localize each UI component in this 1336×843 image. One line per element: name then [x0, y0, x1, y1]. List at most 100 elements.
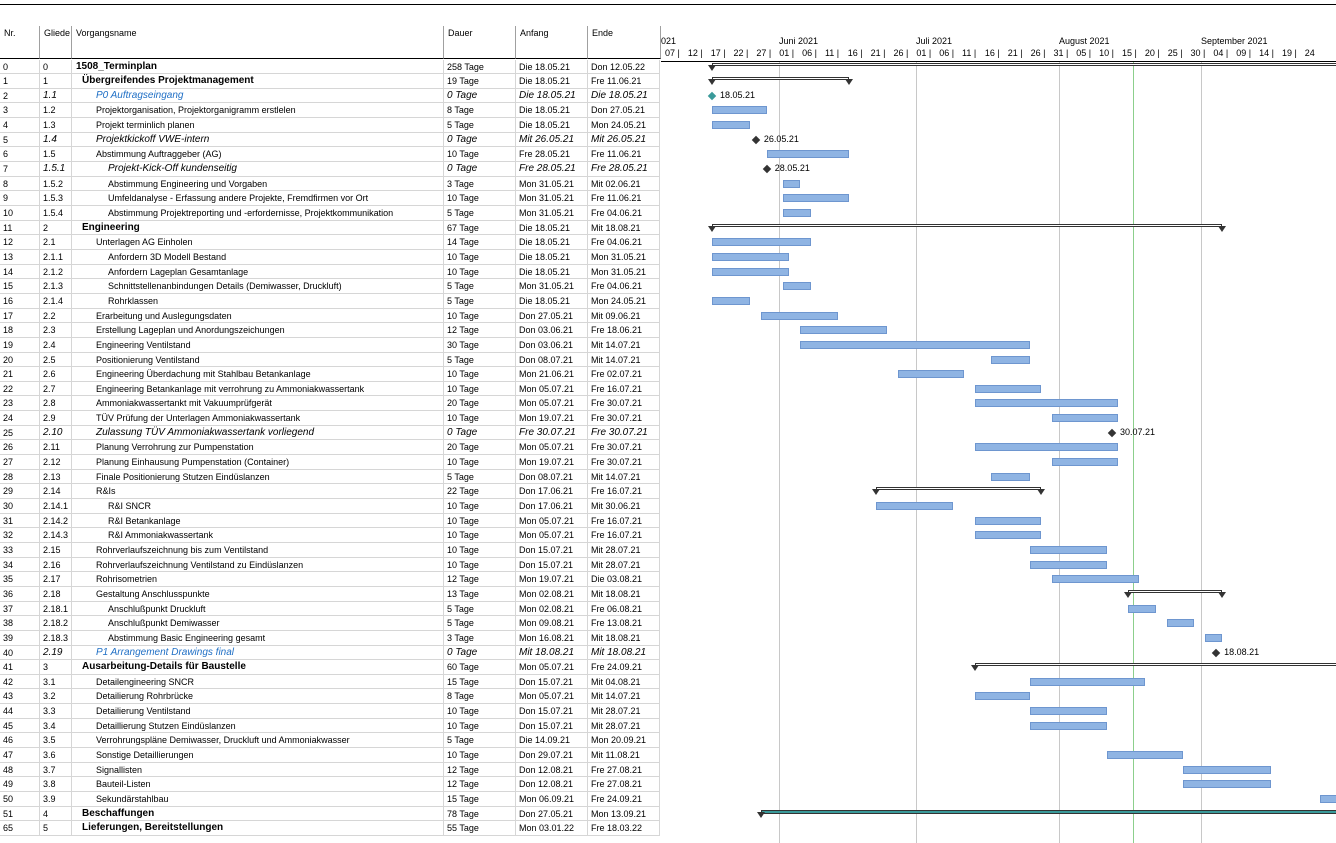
table-row[interactable]: 25 2.10 Zulassung TÜV Ammoniakwassertank v… [0, 425, 660, 441]
table-row[interactable]: 48 3.7 Signallisten 12 Tage Don 12.08.21 Fre … [0, 762, 660, 778]
table-row[interactable]: 36 2.18 Gestaltung Anschlusspunkte 13 Tage M… [0, 586, 660, 602]
table-row[interactable]: 11 2 Engineering 67 Tage Die 18.05.21 Mit 18.… [0, 220, 660, 236]
task-bar[interactable] [712, 238, 811, 247]
task-bar[interactable] [1029, 545, 1107, 554]
task-bar[interactable] [975, 516, 1041, 525]
col-header-gliede[interactable]: Gliede [40, 26, 72, 59]
table-row[interactable]: 49 3.8 Bauteil-Listen 12 Tage Don 12.08.21 Fr… [0, 777, 660, 793]
task-bar[interactable] [712, 252, 789, 261]
task-bar[interactable] [799, 326, 888, 335]
task-bar[interactable] [766, 150, 849, 159]
summary-bar[interactable] [1128, 589, 1222, 593]
table-row[interactable]: 65 5 Lieferungen, Bereitstellungen 55 Tage M… [0, 821, 660, 836]
table-row[interactable]: 22 2.7 Engineering Betankanlage mit verroh… [0, 381, 660, 397]
summary-bar[interactable] [761, 809, 1336, 814]
table-row[interactable]: 27 2.12 Planung Einhausung Pumpenstation (… [0, 455, 660, 470]
task-bar[interactable] [1029, 721, 1107, 730]
task-bar[interactable] [1106, 751, 1184, 760]
table-row[interactable]: 13 2.1.1 Anfordern 3D Modell Bestand 10 Tag… [0, 249, 660, 265]
table-row[interactable]: 34 2.16 Rohrverlaufszeichnung Ventilstand … [0, 557, 660, 573]
task-bar[interactable] [1051, 458, 1118, 467]
milestone-diamond[interactable] [707, 91, 717, 101]
table-row[interactable]: 29 2.14 R&Is 22 Tage Don 17.06.21 Fre 16.07.2… [0, 484, 660, 500]
table-row[interactable]: 19 2.4 Engineering Ventilstand 30 Tage Don 0… [0, 337, 660, 353]
task-bar[interactable] [761, 311, 839, 320]
table-row[interactable]: 47 3.6 Sonstige Detaillierungen 10 Tage Don … [0, 748, 660, 763]
task-bar[interactable] [783, 282, 811, 291]
table-row[interactable]: 38 2.18.2 Anschlußpunkt Demiwasser 5 Tage Mo… [0, 616, 660, 631]
table-row[interactable]: 50 3.9 Sekundärstahlbau 15 Tage Mon 06.09.21… [0, 792, 660, 807]
summary-bar[interactable] [712, 62, 1336, 66]
table-row[interactable]: 37 2.18.1 Anschlußpunkt Druckluft 5 Tage Mon… [0, 601, 660, 617]
task-bar[interactable] [799, 340, 1030, 349]
table-row[interactable]: 28 2.13 Finale Positionierung Stutzen Eind… [0, 469, 660, 485]
table-row[interactable]: 24 2.9 TÜV Prüfung der Unterlagen Ammoniak… [0, 411, 660, 426]
table-row[interactable]: 6 1.5 Abstimmung Auftraggeber (AG) 10 Tage F… [0, 147, 660, 163]
task-bar[interactable] [712, 106, 767, 115]
milestone-diamond[interactable] [1107, 428, 1117, 437]
task-bar[interactable] [1183, 780, 1271, 789]
table-row[interactable]: 39 2.18.3 Abstimmung Basic Engineering ges… [0, 630, 660, 646]
summary-bar[interactable] [712, 223, 1222, 227]
task-bar[interactable] [783, 194, 849, 203]
task-bar[interactable] [783, 179, 800, 188]
table-row[interactable]: 2 1.1 P0 Auftragseingang 0 Tage Die 18.05.21… [0, 88, 660, 104]
task-bar[interactable] [1029, 560, 1107, 569]
table-row[interactable]: 31 2.14.2 R&I Betankanlage 10 Tage Mon 05.07… [0, 513, 660, 529]
task-bar[interactable] [712, 296, 751, 305]
col-header-dauer[interactable]: Dauer [444, 26, 516, 59]
task-bar[interactable] [1128, 604, 1156, 613]
table-row[interactable]: 1 1 Übergreifendes Projektmanagement 19 Tag… [0, 74, 660, 89]
task-bar[interactable] [975, 384, 1041, 393]
table-row[interactable]: 4 1.3 Projekt terminlich planen 5 Tage Die 1… [0, 118, 660, 133]
table-row[interactable]: 17 2.2 Erarbeitung und Auslegungsdaten 10 T… [0, 308, 660, 324]
task-bar[interactable] [975, 443, 1118, 452]
table-row[interactable]: 0 0 1508_Terminplan 258 Tage Die 18.05.21 Don… [0, 59, 660, 75]
summary-bar[interactable] [712, 77, 849, 81]
task-bar[interactable] [1029, 677, 1145, 686]
summary-bar[interactable] [975, 663, 1336, 667]
table-row[interactable]: 35 2.17 Rohrisometrien 12 Tage Mon 19.07.21 D… [0, 572, 660, 587]
table-row[interactable]: 43 3.2 Detailierung Rohrbrücke 8 Tage Mon 05… [0, 689, 660, 705]
summary-bar[interactable] [876, 487, 1041, 491]
table-row[interactable]: 20 2.5 Positionierung Ventilstand 5 Tage Don… [0, 352, 660, 368]
task-bar[interactable] [975, 399, 1118, 408]
table-row[interactable]: 9 1.5.3 Umfeldanalyse - Erfassung andere P… [0, 191, 660, 207]
table-row[interactable]: 18 2.3 Erstellung Lageplan und Anordungsze… [0, 323, 660, 338]
table-row[interactable]: 21 2.6 Engineering Überdachung mit Stahlba… [0, 367, 660, 382]
task-bar[interactable] [712, 121, 751, 130]
table-row[interactable]: 12 2.1 Unterlagen AG Einholen 14 Tage Die 18… [0, 235, 660, 250]
table-row[interactable]: 14 2.1.2 Anfordern Lageplan Gesamtanlage 10… [0, 264, 660, 280]
task-bar[interactable] [1183, 765, 1271, 774]
task-bar[interactable] [991, 472, 1030, 481]
task-bar[interactable] [783, 209, 811, 217]
table-row[interactable]: 3 1.2 Projektorganisation, Projektorganigr… [0, 103, 660, 119]
task-bar[interactable] [1205, 633, 1222, 642]
col-header-nr[interactable]: Nr. [0, 26, 40, 59]
table-row[interactable]: 45 3.4 Detaillierung Stutzen Eindüslanzen 1… [0, 718, 660, 734]
task-bar[interactable] [975, 692, 1030, 701]
table-row[interactable]: 40 2.19 P1 Arrangement Drawings final 0 Tag… [0, 645, 660, 661]
table-row[interactable]: 8 1.5.2 Abstimmung Engineering und Vorgabe… [0, 176, 660, 192]
table-row[interactable]: 10 1.5.4 Abstimmung Projektreporting und -… [0, 206, 660, 221]
task-bar[interactable] [975, 531, 1041, 540]
task-bar[interactable] [1029, 707, 1107, 716]
milestone-diamond[interactable] [1211, 648, 1221, 657]
task-bar[interactable] [1051, 575, 1140, 584]
milestone-diamond[interactable] [751, 135, 761, 144]
table-row[interactable]: 15 2.1.3 Schnittstellenanbindungen Details… [0, 279, 660, 294]
milestone-diamond[interactable] [762, 164, 772, 174]
task-bar[interactable] [1320, 795, 1336, 803]
table-row[interactable]: 16 2.1.4 Rohrklassen 5 Tage Die 18.05.21 Mon … [0, 293, 660, 309]
table-row[interactable]: 41 3 Ausarbeitung-Details für Baustelle 60 … [0, 660, 660, 675]
gantt-chart[interactable]: 021 Juni 2021 Juli 2021 August 2021 Septembe… [661, 26, 1336, 843]
task-bar[interactable] [712, 267, 789, 276]
table-row[interactable]: 42 3.1 Detailengineering SNCR 15 Tage Don 15… [0, 674, 660, 690]
table-row[interactable]: 26 2.11 Planung Verrohrung zur Pumpenstati… [0, 440, 660, 456]
table-row[interactable]: 44 3.3 Detailierung Ventilstand 10 Tage Don … [0, 704, 660, 719]
task-bar[interactable] [898, 370, 965, 379]
table-row[interactable]: 5 1.4 Projektkickoff VWE-intern 0 Tage Mit 2… [0, 132, 660, 148]
col-header-name[interactable]: Vorgangsname [72, 26, 444, 59]
task-bar[interactable] [1166, 619, 1195, 628]
task-bar[interactable] [1051, 414, 1118, 423]
